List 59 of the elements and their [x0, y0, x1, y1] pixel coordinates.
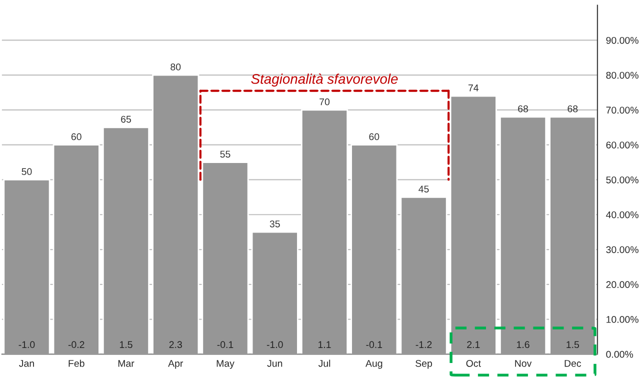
data-label: 68 — [518, 105, 528, 112]
annotation: -0.1 — [217, 341, 234, 348]
x-tick-label: Mar — [118, 360, 134, 367]
data-label: 68 — [568, 105, 578, 112]
x-tick-label: Jun — [267, 360, 282, 367]
y-tick-label: 80.00% — [606, 72, 638, 79]
bar — [102, 126, 150, 354]
data-label: 45 — [418, 186, 429, 192]
x-tick-label: Aug — [366, 360, 382, 369]
bar — [52, 144, 100, 354]
annotation: -1.0 — [18, 341, 35, 348]
annotation: 1.5 — [120, 341, 132, 348]
bar — [350, 144, 398, 354]
annotation: 2.1 — [467, 341, 480, 348]
annotation: -0.1 — [366, 341, 382, 348]
y-tick-label: 90.00% — [606, 36, 638, 44]
y-tick-label: 30.00% — [606, 246, 638, 254]
x-tick-label: Dec — [564, 360, 582, 367]
y-tick-label: 10.00% — [606, 316, 638, 323]
bar — [300, 109, 348, 354]
data-label: 80 — [170, 64, 181, 70]
x-tick-label: Apr — [168, 360, 184, 369]
x-tick-label: Jan — [19, 360, 34, 367]
data-label: 60 — [71, 133, 82, 140]
data-label: 50 — [22, 168, 32, 176]
annotation: 2.3 — [169, 341, 182, 348]
bar — [152, 74, 200, 354]
bar — [450, 95, 497, 354]
bar — [400, 196, 448, 354]
data-label: 65 — [121, 116, 131, 123]
y-tick-label: 50.00% — [606, 176, 638, 184]
x-tick-label: Nov — [515, 360, 532, 367]
data-label: 60 — [369, 133, 380, 140]
y-tick-label: 60.00% — [606, 142, 638, 148]
annotation: 1.6 — [517, 341, 530, 348]
y-tick-label: 20.00% — [606, 281, 638, 288]
annotation: -1.2 — [416, 341, 432, 348]
y-tick-label: 70.00% — [606, 106, 638, 114]
x-tick-label: Jul — [318, 360, 330, 367]
y-tick-label: 40.00% — [606, 211, 638, 218]
bar — [251, 231, 298, 354]
x-tick-label: Feb — [68, 360, 84, 367]
annotation: -1.0 — [266, 341, 283, 348]
data-label: 70 — [320, 98, 330, 106]
x-tick-label: Oct — [466, 360, 481, 367]
bar — [3, 179, 50, 354]
annotation: -0.2 — [68, 341, 84, 348]
data-label: 35 — [270, 220, 280, 228]
data-label: 74 — [468, 84, 479, 92]
bar — [499, 116, 547, 354]
x-tick-label: May — [216, 360, 234, 369]
bar — [549, 116, 596, 354]
x-tick-label: Sep — [416, 360, 432, 369]
bar — [202, 162, 249, 354]
annotation: 1.1 — [318, 341, 331, 348]
data-label: 55 — [220, 150, 230, 158]
y-tick-label: 0.00% — [606, 350, 634, 358]
annotation: 1.5 — [566, 341, 579, 348]
annotation: Stagionalità sfavorevole — [251, 73, 398, 87]
